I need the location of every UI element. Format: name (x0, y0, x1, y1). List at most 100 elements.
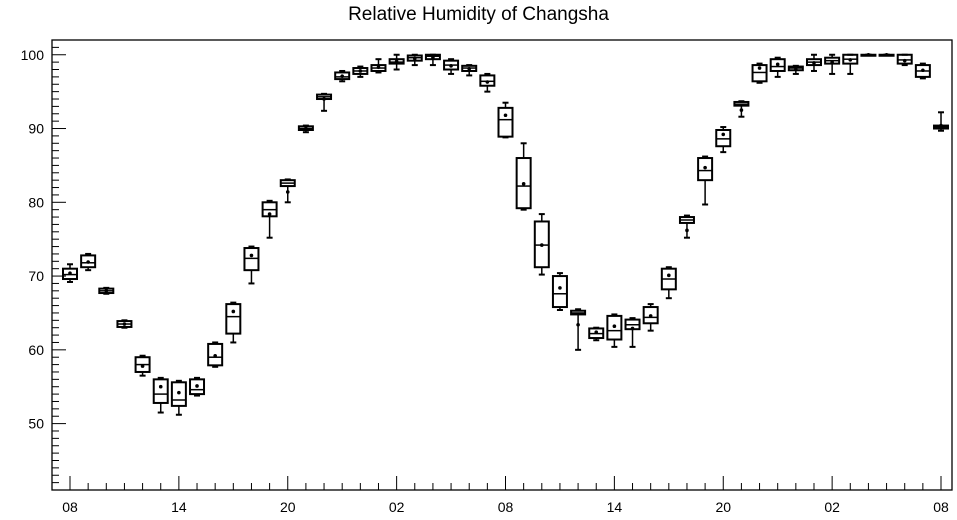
y-tick-label: 100 (21, 47, 45, 63)
box-plot (370, 58, 387, 74)
box-iqr (551, 275, 568, 309)
mean-marker (757, 66, 762, 70)
box-series (62, 52, 950, 416)
mean-marker (86, 260, 90, 264)
mean-marker (739, 108, 744, 112)
mean-marker (249, 253, 254, 258)
box-iqr (515, 157, 532, 210)
box-plot (80, 252, 97, 272)
mean-marker (576, 322, 580, 327)
box-plot (642, 303, 659, 332)
y-tick-label: 80 (28, 194, 44, 210)
mean-marker (939, 123, 943, 128)
box-iqr (170, 381, 187, 407)
box-plot (606, 313, 623, 348)
box-plot (189, 376, 206, 397)
mean-marker (213, 353, 217, 358)
box-iqr (769, 58, 786, 72)
box-plot (933, 111, 950, 132)
x-tick-label: 08 (62, 499, 78, 515)
box-plot (297, 124, 314, 134)
box-plot (787, 64, 804, 75)
box-plot (769, 56, 786, 78)
x-tick-label: 08 (933, 499, 949, 515)
box-plot (352, 65, 369, 78)
x-tick-label: 08 (498, 499, 514, 515)
box-plot (697, 155, 714, 206)
mean-marker (485, 80, 490, 84)
x-tick-label: 14 (607, 499, 623, 515)
box-iqr (606, 314, 623, 341)
x-tick-label: 02 (824, 499, 840, 515)
box-plot (715, 126, 732, 154)
box-plot (824, 53, 841, 75)
y-axis: 50 60 70 80 90 100 (21, 39, 66, 491)
mean-marker (431, 55, 435, 60)
box-plot (551, 272, 568, 311)
mean-marker (122, 322, 127, 326)
box-iqr (207, 342, 224, 367)
mean-marker (539, 243, 544, 247)
box-plot (914, 62, 931, 80)
mean-marker (322, 97, 326, 101)
box-plot (62, 263, 78, 283)
mean-marker (521, 182, 526, 186)
mean-marker (848, 58, 853, 62)
box-plot (279, 178, 296, 204)
box-plot (533, 213, 550, 276)
x-tick-label: 14 (171, 499, 187, 515)
mean-marker (140, 364, 145, 368)
mean-marker (412, 56, 417, 61)
x-tick-label: 20 (715, 499, 731, 515)
box-plot (207, 341, 224, 368)
box-plot (406, 53, 423, 67)
mean-marker (195, 384, 199, 388)
mean-marker (921, 68, 925, 73)
mean-marker (304, 126, 308, 131)
y-tick-label: 60 (28, 342, 44, 358)
mean-marker (68, 271, 72, 275)
mean-marker (503, 113, 508, 118)
plot-frame (51, 39, 953, 491)
box-iqr (642, 306, 659, 325)
mean-marker (376, 65, 381, 70)
mean-marker (685, 228, 689, 233)
box-plot (334, 69, 351, 83)
y-tick-label: 90 (28, 121, 44, 137)
box-plot (261, 199, 278, 239)
mean-marker (812, 61, 816, 65)
box-plot (443, 58, 460, 75)
box-plot (751, 62, 768, 84)
box-iqr (697, 157, 714, 182)
box-plot (152, 376, 169, 414)
box-plot (805, 53, 822, 72)
box-plot (878, 52, 895, 57)
mean-marker (667, 273, 671, 278)
box-plot (116, 319, 133, 329)
box-plot (424, 53, 441, 67)
y-tick-label: 50 (28, 416, 44, 432)
x-tick-label: 02 (389, 499, 405, 515)
box-plot (243, 245, 260, 285)
mean-marker (775, 62, 780, 67)
mean-marker (467, 66, 472, 71)
mean-marker (648, 314, 653, 318)
y-tick-label: 70 (28, 268, 44, 284)
box-iqr (80, 254, 97, 269)
box-plot (678, 214, 695, 239)
box-iqr (152, 378, 169, 404)
mean-marker (358, 69, 363, 73)
mean-marker (104, 289, 109, 293)
box-plot (588, 326, 605, 342)
mean-marker (703, 165, 707, 170)
mean-marker (158, 384, 163, 389)
box-plot (134, 354, 151, 377)
mean-marker (449, 64, 453, 68)
mean-marker (594, 330, 599, 334)
chart-title: Relative Humidity of Changsha (348, 4, 609, 25)
mean-marker (394, 59, 399, 64)
box-plot (515, 142, 532, 211)
box-iqr (334, 71, 351, 81)
mean-marker (630, 326, 635, 331)
